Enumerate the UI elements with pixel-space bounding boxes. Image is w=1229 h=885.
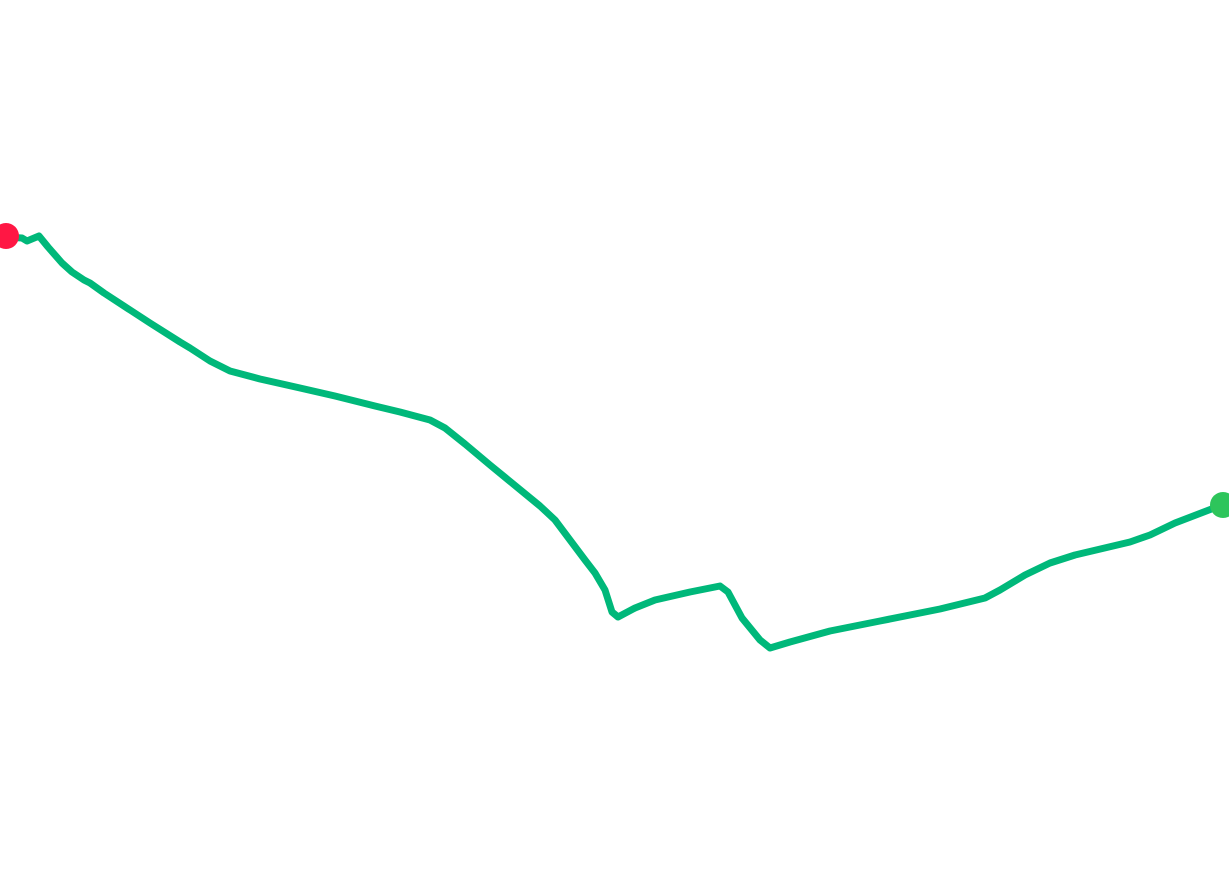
- end-marker-icon[interactable]: [1210, 492, 1229, 518]
- route-path: [2, 232, 1226, 652]
- start-marker-icon[interactable]: [0, 223, 19, 249]
